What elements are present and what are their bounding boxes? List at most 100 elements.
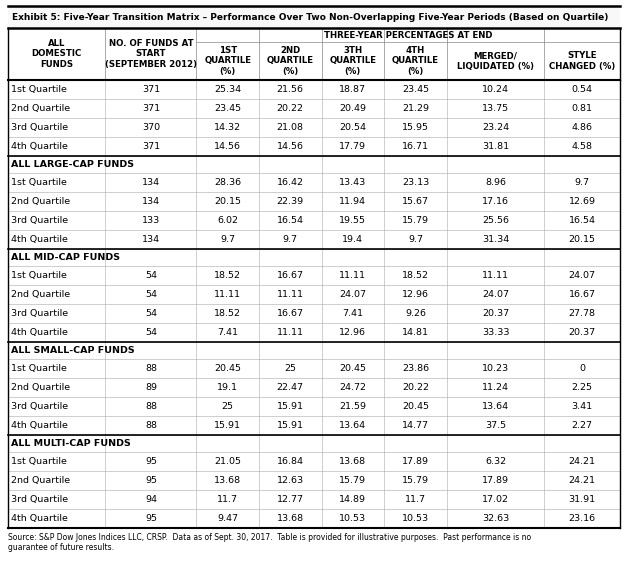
Text: 31.81: 31.81 — [482, 142, 509, 151]
Text: 16.67: 16.67 — [277, 309, 304, 318]
Bar — [8, 137, 620, 156]
Text: 24.21: 24.21 — [568, 476, 595, 485]
Bar — [8, 359, 620, 378]
Text: 89: 89 — [145, 383, 157, 392]
Text: 54: 54 — [145, 271, 157, 280]
Text: 15.67: 15.67 — [402, 197, 429, 206]
Text: 9.7: 9.7 — [283, 235, 298, 244]
Text: 4TH
QUARTILE
(%): 4TH QUARTILE (%) — [392, 46, 439, 76]
Text: 4th Quartile: 4th Quartile — [11, 421, 68, 430]
Text: 4.58: 4.58 — [571, 142, 593, 151]
Text: 10.23: 10.23 — [482, 364, 509, 373]
Text: 24.07: 24.07 — [339, 290, 366, 299]
Text: 13.64: 13.64 — [482, 402, 509, 411]
Text: 21.29: 21.29 — [402, 104, 429, 113]
Bar — [8, 378, 620, 397]
Text: 16.54: 16.54 — [277, 216, 304, 225]
Text: 12.69: 12.69 — [568, 197, 595, 206]
Text: 23.45: 23.45 — [214, 104, 241, 113]
Text: MERGED/
LIQUIDATED (%): MERGED/ LIQUIDATED (%) — [457, 51, 534, 71]
Text: 14.81: 14.81 — [402, 328, 429, 337]
Text: 0.81: 0.81 — [571, 104, 593, 113]
Text: 6.02: 6.02 — [217, 216, 238, 225]
Text: 20.54: 20.54 — [339, 123, 366, 132]
Text: 3rd Quartile: 3rd Quartile — [11, 402, 68, 411]
Text: 12.96: 12.96 — [339, 328, 366, 337]
Text: 4th Quartile: 4th Quartile — [11, 235, 68, 244]
Bar — [8, 156, 620, 173]
Text: 2ND
QUARTILE
(%): 2ND QUARTILE (%) — [267, 46, 314, 76]
Text: 10.53: 10.53 — [339, 514, 366, 523]
Text: 24.07: 24.07 — [482, 290, 509, 299]
Text: 6.32: 6.32 — [485, 457, 506, 466]
Text: 14.32: 14.32 — [214, 123, 241, 132]
Bar — [8, 285, 620, 304]
Text: 88: 88 — [145, 364, 157, 373]
Text: 54: 54 — [145, 290, 157, 299]
Text: 2nd Quartile: 2nd Quartile — [11, 476, 70, 485]
Text: 4th Quartile: 4th Quartile — [11, 514, 68, 523]
Text: 20.22: 20.22 — [402, 383, 429, 392]
Bar — [8, 118, 620, 137]
Text: 22.39: 22.39 — [277, 197, 304, 206]
Text: 18.52: 18.52 — [402, 271, 429, 280]
Text: 10.24: 10.24 — [482, 85, 509, 94]
Text: 20.49: 20.49 — [339, 104, 366, 113]
Text: 17.89: 17.89 — [402, 457, 429, 466]
Text: 19.4: 19.4 — [342, 235, 364, 244]
Text: 3.41: 3.41 — [571, 402, 593, 411]
Text: guarantee of future results.: guarantee of future results. — [8, 543, 114, 552]
Text: 10.53: 10.53 — [402, 514, 429, 523]
Text: 13.64: 13.64 — [339, 421, 366, 430]
Text: 19.1: 19.1 — [217, 383, 238, 392]
Bar — [8, 304, 620, 323]
Text: 370: 370 — [142, 123, 160, 132]
Text: 54: 54 — [145, 328, 157, 337]
Text: 18.52: 18.52 — [214, 271, 241, 280]
Text: 2nd Quartile: 2nd Quartile — [11, 290, 70, 299]
Text: Exhibit 5: Five-Year Transition Matrix – Performance Over Two Non-Overlapping Fi: Exhibit 5: Five-Year Transition Matrix –… — [12, 12, 609, 22]
Text: 17.89: 17.89 — [482, 476, 509, 485]
Text: 25.56: 25.56 — [482, 216, 509, 225]
Text: 24.72: 24.72 — [339, 383, 366, 392]
Text: 11.94: 11.94 — [339, 197, 366, 206]
Text: 9.26: 9.26 — [405, 309, 426, 318]
Text: 133: 133 — [142, 216, 160, 225]
Text: 95: 95 — [145, 476, 157, 485]
Text: 28.36: 28.36 — [214, 178, 241, 187]
Text: 9.47: 9.47 — [217, 514, 238, 523]
Text: 15.91: 15.91 — [214, 421, 241, 430]
Text: 17.02: 17.02 — [482, 495, 509, 504]
Text: 24.21: 24.21 — [568, 457, 595, 466]
Text: 23.16: 23.16 — [568, 514, 596, 523]
Text: 17.16: 17.16 — [482, 197, 509, 206]
Text: 37.5: 37.5 — [485, 421, 506, 430]
Bar — [8, 230, 620, 249]
Text: 12.63: 12.63 — [277, 476, 304, 485]
Text: 371: 371 — [142, 142, 160, 151]
Bar — [8, 416, 620, 435]
Text: 22.47: 22.47 — [277, 383, 304, 392]
Text: 54: 54 — [145, 309, 157, 318]
Text: 15.91: 15.91 — [277, 421, 304, 430]
Text: 13.68: 13.68 — [214, 476, 241, 485]
Text: 14.56: 14.56 — [277, 142, 304, 151]
Text: 2nd Quartile: 2nd Quartile — [11, 383, 70, 392]
Text: 25: 25 — [222, 402, 234, 411]
Text: 11.11: 11.11 — [482, 271, 509, 280]
Bar — [8, 452, 620, 471]
Text: 23.45: 23.45 — [402, 85, 429, 94]
Text: 20.37: 20.37 — [482, 309, 509, 318]
Text: 31.34: 31.34 — [482, 235, 509, 244]
Text: 0.54: 0.54 — [571, 85, 593, 94]
Text: 3rd Quartile: 3rd Quartile — [11, 216, 68, 225]
Text: 1st Quartile: 1st Quartile — [11, 271, 67, 280]
Bar — [8, 6, 620, 28]
Text: ALL MULTI-CAP FUNDS: ALL MULTI-CAP FUNDS — [11, 439, 131, 448]
Text: 17.79: 17.79 — [339, 142, 366, 151]
Text: 20.22: 20.22 — [277, 104, 304, 113]
Text: 4th Quartile: 4th Quartile — [11, 328, 68, 337]
Text: 3rd Quartile: 3rd Quartile — [11, 309, 68, 318]
Text: 16.67: 16.67 — [568, 290, 595, 299]
Bar — [8, 435, 620, 452]
